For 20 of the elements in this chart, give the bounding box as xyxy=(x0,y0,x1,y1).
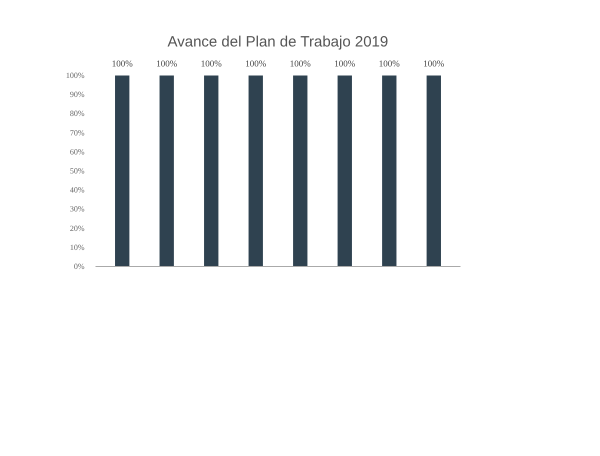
y-tick-label: 0% xyxy=(74,262,85,271)
y-tick-label: 80% xyxy=(70,109,85,118)
y-tick-label: 40% xyxy=(70,186,85,195)
y-tick-label: 20% xyxy=(70,224,85,233)
data-label: 100% xyxy=(378,58,400,68)
chart-title: Avance del Plan de Trabajo 2019 xyxy=(168,34,388,50)
y-tick-label: 90% xyxy=(70,90,85,100)
data-label: 100% xyxy=(200,58,222,68)
data-label: 100% xyxy=(423,58,445,68)
y-tick-label: 10% xyxy=(70,242,85,252)
data-label: 100% xyxy=(334,58,356,68)
data-label: 100% xyxy=(290,58,312,68)
y-tick-label: 100% xyxy=(66,71,85,80)
data-label: 100% xyxy=(156,58,178,68)
data-label: 100% xyxy=(112,58,134,68)
y-tick-label: 60% xyxy=(70,147,85,156)
y-tick-label: 50% xyxy=(70,166,85,176)
y-tick-label: 70% xyxy=(70,128,85,138)
data-label: 100% xyxy=(245,58,267,68)
y-tick-label: 30% xyxy=(70,204,85,214)
